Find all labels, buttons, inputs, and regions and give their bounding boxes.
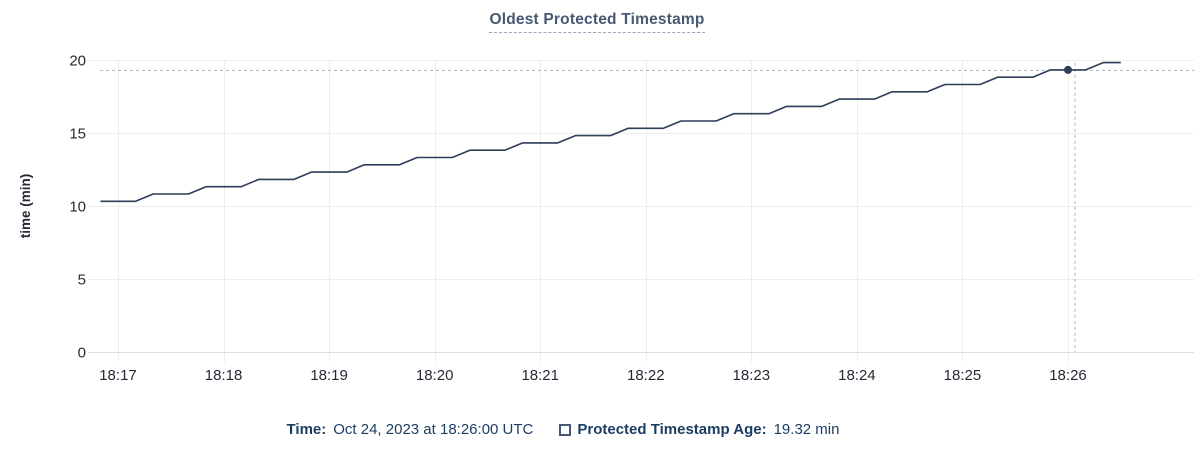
svg-text:18:17: 18:17 xyxy=(99,367,137,384)
svg-text:18:19: 18:19 xyxy=(310,367,348,384)
y-axis-title: time (min) xyxy=(18,174,33,239)
time-label: Time: xyxy=(286,421,327,438)
series-label: Protected Timestamp Age: xyxy=(577,421,767,438)
svg-text:0: 0 xyxy=(78,345,86,362)
y-axis-labels: 0 5 10 15 20 xyxy=(69,53,86,362)
svg-text:time (min): time (min) xyxy=(18,174,33,239)
series-line xyxy=(100,61,1121,203)
svg-text:18:21: 18:21 xyxy=(521,367,559,384)
svg-text:18:23: 18:23 xyxy=(733,367,771,384)
svg-text:20: 20 xyxy=(69,53,86,70)
svg-text:18:25: 18:25 xyxy=(944,367,982,384)
gridlines xyxy=(88,60,1194,362)
series-value: 19.32 min xyxy=(773,421,840,438)
svg-text:18:26: 18:26 xyxy=(1049,367,1087,384)
svg-text:5: 5 xyxy=(78,272,86,289)
x-axis-labels: 18:17 18:18 18:19 18:20 18:21 18:22 18:23 18:24… xyxy=(99,367,1087,384)
time-value: Oct 24, 2023 at 18:26:00 UTC xyxy=(333,421,534,438)
svg-text:18:18: 18:18 xyxy=(205,367,243,384)
chart-header: Oldest Protected Timestamp xyxy=(0,11,1194,33)
chart-title[interactable]: Oldest Protected Timestamp xyxy=(489,11,705,33)
hover-dot xyxy=(1064,65,1072,74)
svg-text:15: 15 xyxy=(69,126,86,143)
chart-footer: Time: Oct 24, 2023 at 18:26:00 UTC Prote… xyxy=(0,421,1194,438)
svg-text:18:20: 18:20 xyxy=(416,367,454,384)
series-swatch-icon xyxy=(559,423,572,436)
svg-text:18:24: 18:24 xyxy=(838,367,876,384)
svg-text:18:22: 18:22 xyxy=(627,367,665,384)
crosshair-guidelines xyxy=(100,62,1194,352)
svg-text:10: 10 xyxy=(69,199,86,216)
footer-row: Time: Oct 24, 2023 at 18:26:00 UTC Prote… xyxy=(287,421,840,438)
